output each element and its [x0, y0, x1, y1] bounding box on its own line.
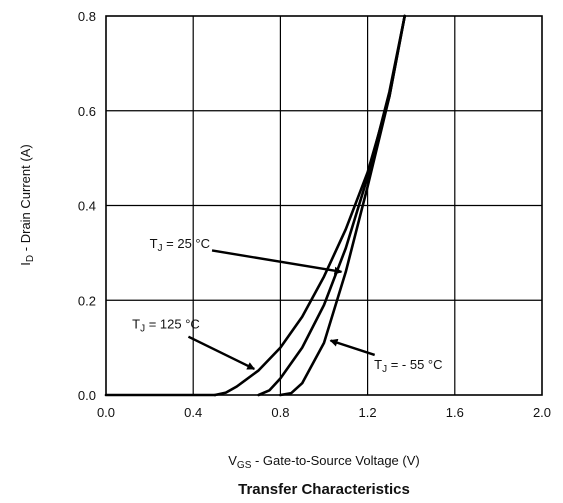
x-tick-label: 1.2: [359, 405, 377, 420]
y-tick-label: 0.4: [78, 199, 96, 214]
x-tick-label: 0.4: [184, 405, 202, 420]
y-tick-label: 0.8: [78, 9, 96, 24]
y-tick-label: 0.6: [78, 104, 96, 119]
annotation-arrow: [187, 335, 256, 371]
x-tick-labels: 0.0 0.4 0.8 1.2 1.6 2.0: [97, 405, 551, 420]
y-tick-label: 0.0: [78, 388, 96, 403]
y-tick-label: 0.2: [78, 293, 96, 308]
x-tick-label: 0.0: [97, 405, 115, 420]
annotation-label: TJ = 25 °C: [150, 236, 210, 254]
annotation-arrow: [329, 338, 376, 357]
curves: [104, 14, 406, 397]
y-tick-labels: 0.0 0.2 0.4 0.6 0.8: [78, 9, 96, 403]
x-axis-title: VGS - Gate-to-Source Voltage (V): [228, 453, 419, 471]
chart-caption: Transfer Characteristics: [238, 481, 410, 498]
x-tick-label: 1.6: [446, 405, 464, 420]
x-tick-label: 2.0: [533, 405, 551, 420]
annotations: TJ = 25 °C TJ = 125 °C TJ = - 55 °C: [132, 236, 442, 375]
curve-tj-minus55: [279, 14, 406, 397]
plot-frame: [105, 15, 543, 396]
curve-tj-25: [257, 14, 406, 397]
y-axis-title: ID - Drain Current (A): [18, 144, 36, 265]
annotation-arrow: [211, 249, 343, 275]
x-tick-label: 0.8: [271, 405, 289, 420]
annotation-label: TJ = 125 °C: [132, 317, 200, 335]
annotation-label: TJ = - 55 °C: [374, 357, 442, 375]
grid: [106, 16, 542, 395]
